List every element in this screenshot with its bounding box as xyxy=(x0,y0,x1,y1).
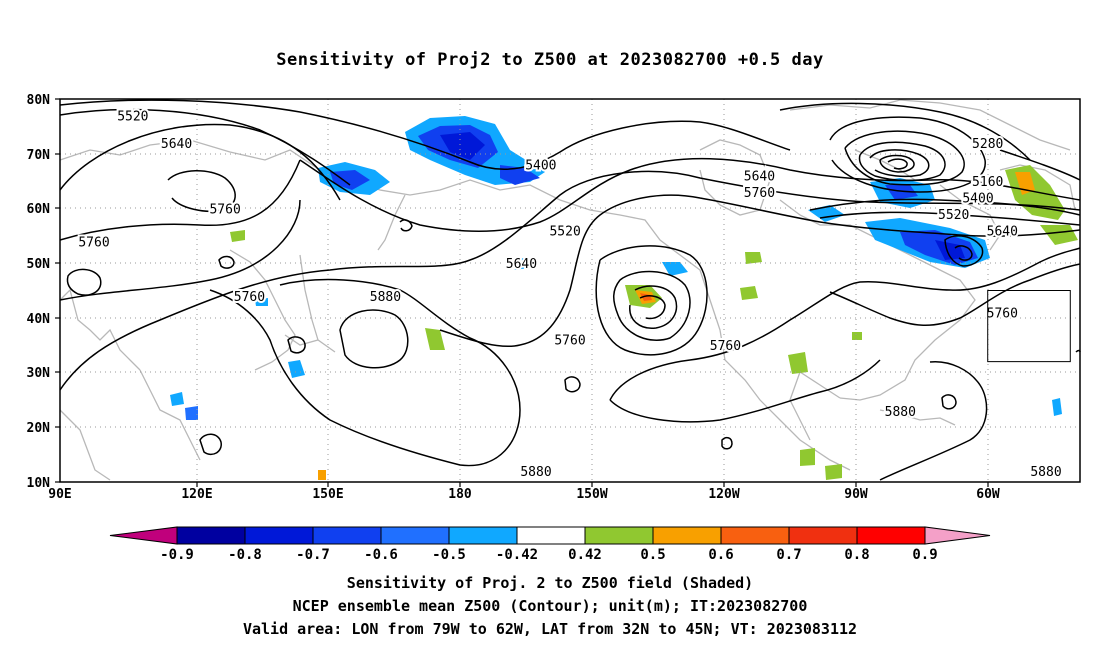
lon-label: 90E xyxy=(48,487,71,502)
blob-negative-small xyxy=(170,258,1062,420)
lat-label: 50N xyxy=(27,257,51,272)
graticule xyxy=(60,99,1080,482)
contour-label: 5760 xyxy=(209,202,240,217)
lat-label: 20N xyxy=(27,421,51,436)
colorbar-swatch xyxy=(380,526,450,545)
colorbar-swatch xyxy=(312,526,382,545)
colorbar-swatch xyxy=(788,526,858,545)
map-title: Sensitivity of Proj2 to Z500 at 20230827… xyxy=(276,50,824,70)
lat-label: 10N xyxy=(27,476,51,491)
caption-valid-area: Valid area: LON from 79W to 62W, LAT fro… xyxy=(242,620,858,638)
contour-label: 5400 xyxy=(525,159,556,174)
contour-label: 5640 xyxy=(987,224,1018,239)
colorbar-label: 0.6 xyxy=(708,547,733,563)
colorbar: -0.9 -0.8 -0.7 -0.6 -0.5 -0.42 0.42 0.5 0.6 0.7 0.… xyxy=(109,526,991,563)
colorbar-label: 0.8 xyxy=(844,547,869,563)
contour-label: 5880 xyxy=(370,290,401,305)
contour-label: 5760 xyxy=(710,339,741,354)
contour-label: 5520 xyxy=(938,208,969,223)
colorbar-label: 0.9 xyxy=(912,547,937,563)
longitude-axis: 90E 120E 150E 180 150W 120W 90W 60W xyxy=(48,487,1000,502)
colorbar-swatch xyxy=(176,526,246,545)
contour-label: 5760 xyxy=(78,235,109,250)
latitude-axis: 80N 70N 60N 50N 40N 30N 20N 10N xyxy=(27,93,51,491)
colorbar-swatch xyxy=(584,526,654,545)
z500-contours xyxy=(59,99,1081,481)
colorbar-swatch xyxy=(652,526,722,545)
colorbar-label: -0.42 xyxy=(496,547,538,563)
lon-label: 120W xyxy=(708,487,739,502)
blob-negative-pacific xyxy=(405,116,545,185)
colorbar-label: -0.9 xyxy=(160,547,194,563)
lon-label: 150W xyxy=(576,487,607,502)
colorbar-swatch xyxy=(720,526,790,545)
lat-ticks xyxy=(55,98,60,483)
lat-label: 30N xyxy=(27,366,51,381)
contour-label: 5640 xyxy=(506,257,537,272)
contour-label: 5760 xyxy=(987,306,1018,321)
contour-label: 5760 xyxy=(234,290,265,305)
contour-label: 5520 xyxy=(117,109,148,124)
colorbar-high-triangle xyxy=(924,526,991,545)
lat-label: 60N xyxy=(27,202,51,217)
colorbar-label: -0.8 xyxy=(228,547,262,563)
colorbar-label: 0.7 xyxy=(776,547,801,563)
colorbar-swatch xyxy=(244,526,314,545)
caption-contour: NCEP ensemble mean Z500 (Contour); unit(… xyxy=(292,597,808,615)
valid-area-box xyxy=(987,290,1071,363)
colorbar-label: -0.6 xyxy=(364,547,398,563)
colorbar-label: 0.42 xyxy=(568,547,602,563)
contour-label: 5880 xyxy=(1030,465,1061,480)
contour-label: 5640 xyxy=(744,170,775,185)
colorbar-label: -0.7 xyxy=(296,547,330,563)
lat-label: 70N xyxy=(27,148,51,163)
contour-label: 5880 xyxy=(520,465,551,480)
contour-label: 5400 xyxy=(962,191,993,206)
lon-label: 120E xyxy=(181,487,212,502)
contour-label: 5760 xyxy=(554,334,585,349)
contour-label: 5160 xyxy=(972,175,1003,190)
lon-label: 90W xyxy=(844,487,868,502)
lon-label: 60W xyxy=(976,487,1000,502)
lat-label: 80N xyxy=(27,93,51,108)
colorbar-swatch xyxy=(856,526,926,545)
blob-negative-west xyxy=(318,162,390,195)
colorbar-swatch xyxy=(516,526,586,545)
contour-label: 5880 xyxy=(885,405,916,420)
colorbar-low-triangle xyxy=(109,526,178,545)
colorbar-label: -0.5 xyxy=(432,547,466,563)
map-frame xyxy=(59,98,1081,483)
contour-label: 5280 xyxy=(972,137,1003,152)
colorbar-label: 0.5 xyxy=(640,547,665,563)
lon-ticks xyxy=(196,482,989,487)
lat-label: 40N xyxy=(27,312,51,327)
contour-label: 5520 xyxy=(549,224,580,239)
contour-label: 5760 xyxy=(744,186,775,201)
contour-label: 5640 xyxy=(161,137,192,152)
caption-shading: Sensitivity of Proj. 2 to Z500 field (Sh… xyxy=(346,574,754,592)
colorbar-swatch xyxy=(448,526,518,545)
lon-label: 150E xyxy=(312,487,343,502)
lon-label: 180 xyxy=(448,487,472,502)
